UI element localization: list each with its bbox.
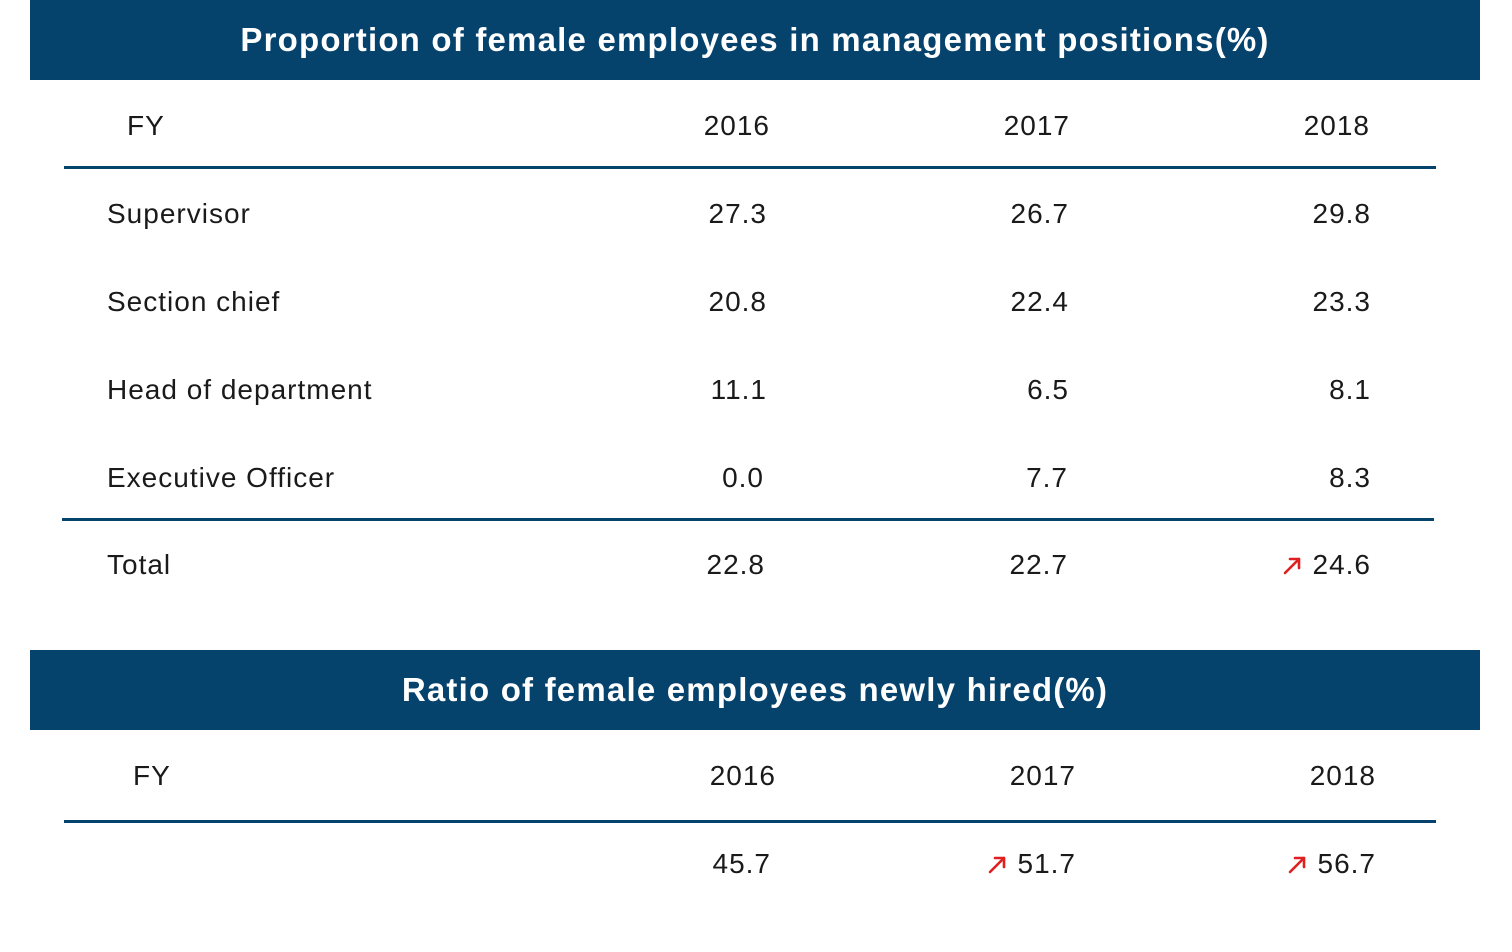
table1-header-2016: 2016 [703,110,770,141]
row-label: Head of department [107,374,373,405]
total-2017: 22.7 [1009,549,1068,580]
hire-2018-cell: 56.7 [1176,847,1376,881]
table2-header-rule [64,820,1436,823]
value-2018: 8.3 [1329,462,1371,493]
row-label: Supervisor [107,198,251,229]
value-2018: 29.8 [1312,198,1371,229]
table1-title-banner: Proportion of female employees in manage… [30,0,1480,80]
value-2018: 8.1 [1329,374,1371,405]
row-label: Section chief [107,286,281,317]
trend-up-icon [986,852,1010,876]
hire-2017-cell: 51.7 [876,847,1076,881]
trend-up-icon [1286,852,1310,876]
table1-header-2017: 2017 [1003,110,1070,141]
trend-up-icon [1281,553,1305,577]
total-2016: 22.8 [706,549,765,580]
table1-header-rule [64,166,1436,169]
table2-header-2016: 2016 [709,760,776,791]
table2-title-banner: Ratio of female employees newly hired(%) [30,650,1480,730]
value-2016: 11.1 [710,374,767,405]
total-2018: 24.6 [1312,549,1371,580]
value-2016: 27.3 [708,198,767,229]
value-2017: 26.7 [1010,198,1069,229]
table1-header-fy: FY [127,110,165,141]
value-2017: 22.4 [1010,286,1069,317]
value-2018: 23.3 [1312,286,1371,317]
table1-title: Proportion of female employees in manage… [240,21,1270,58]
value-2017: 6.5 [1027,374,1069,405]
value-2016: 20.8 [708,286,767,317]
value-2017: 7.7 [1026,462,1068,493]
hire-2017: 51.7 [1017,848,1076,879]
total-2018-cell: 24.6 [1171,548,1371,582]
table1-header-2018: 2018 [1303,110,1370,141]
hire-2018: 56.7 [1317,848,1376,879]
row-label: Executive Officer [107,462,336,493]
table2-title: Ratio of female employees newly hired(%) [401,671,1109,708]
table2-header-fy: FY [133,760,171,791]
table2-header-2018: 2018 [1309,760,1376,791]
total-label: Total [107,549,172,580]
hire-2016: 45.7 [712,848,771,879]
table1-total-rule [62,518,1434,521]
value-2016: 0.0 [722,462,764,493]
table2-header-2017: 2017 [1009,760,1076,791]
